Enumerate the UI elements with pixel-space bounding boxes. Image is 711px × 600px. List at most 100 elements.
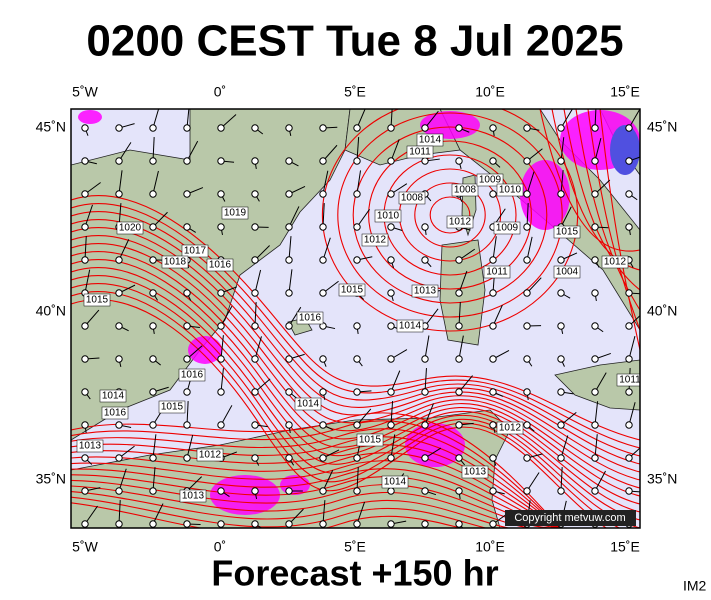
isobar	[539, 109, 640, 252]
barb-staff	[254, 336, 262, 360]
barb-station	[489, 454, 497, 462]
barb-station	[81, 157, 89, 165]
barb-station	[591, 124, 599, 132]
isobar	[71, 436, 561, 528]
barb-station	[455, 388, 463, 396]
lat-label: 40˚N	[647, 303, 677, 319]
barb-staff	[594, 470, 606, 492]
barb-station	[115, 355, 123, 363]
barb-station	[149, 388, 157, 396]
barb-station	[285, 223, 293, 231]
barb-station	[115, 256, 123, 264]
barb-station	[251, 289, 259, 297]
barb-station	[523, 157, 531, 165]
barb-staff	[220, 335, 224, 360]
barb-staff	[560, 137, 565, 162]
barb-staff	[594, 372, 607, 393]
barb-station	[115, 520, 123, 528]
copyright: Copyright metvuw.com	[514, 512, 625, 524]
barb-station	[489, 355, 497, 363]
barb-station	[251, 190, 259, 198]
barb-station	[217, 124, 225, 132]
barb-staff	[458, 270, 468, 294]
barb-staff	[322, 170, 329, 195]
barb-station	[625, 454, 633, 462]
isobar	[368, 140, 532, 290]
barb-station	[455, 322, 463, 330]
isobar-label-box	[76, 439, 104, 453]
barb-staff	[560, 435, 569, 459]
barb-station	[421, 355, 429, 363]
barb-station	[387, 388, 395, 396]
barb-station	[319, 421, 327, 429]
isobar-label-box	[338, 283, 366, 297]
barb-station	[183, 322, 191, 330]
barb-station	[217, 355, 225, 363]
barb-station	[149, 124, 157, 132]
barb-station	[523, 190, 531, 198]
isobar-label: 1014	[419, 135, 442, 146]
barb-station	[285, 520, 293, 528]
isobar-label: 1014	[297, 399, 320, 410]
barb-station	[81, 487, 89, 495]
barb-station	[251, 223, 259, 231]
barb-staff	[118, 468, 127, 492]
isobar	[71, 251, 640, 497]
barb-station	[387, 322, 395, 330]
barb-station	[353, 256, 361, 264]
isobar	[71, 259, 640, 505]
lon-label: 5˚W	[72, 84, 98, 100]
isobar-label: 1011	[409, 147, 431, 158]
barb-station	[183, 157, 191, 165]
barb-station	[251, 256, 259, 264]
barb-station	[251, 355, 259, 363]
barb-station	[557, 157, 565, 165]
barb-station	[455, 256, 463, 264]
isobar	[71, 211, 640, 457]
image-tag: IM2	[683, 578, 707, 594]
lon-label: 15˚E	[610, 539, 640, 555]
barb-station	[353, 223, 361, 231]
barb-staff	[628, 336, 636, 360]
barb-staff	[220, 405, 233, 426]
barb-station	[183, 388, 191, 396]
isobar	[71, 291, 621, 528]
barb-station	[455, 454, 463, 462]
lon-label: 10˚E	[475, 539, 505, 555]
isobar-label: 1017	[184, 246, 207, 257]
isobar-label: 1020	[119, 223, 142, 234]
barb-station	[251, 124, 259, 132]
barb-station	[285, 454, 293, 462]
lat-label: 35˚N	[36, 471, 66, 487]
barb-station	[217, 520, 225, 528]
barb-staff	[84, 204, 93, 228]
barb-station	[285, 421, 293, 429]
barb-station	[557, 322, 565, 330]
barb-station	[251, 520, 259, 528]
barb-staff	[118, 170, 123, 195]
barb-staff	[186, 140, 199, 162]
barb-station	[115, 487, 123, 495]
sicily	[554, 359, 640, 411]
barb-station	[625, 421, 633, 429]
isobar-label: 1014	[384, 477, 407, 488]
barb-station	[251, 487, 259, 495]
barb-staff	[594, 401, 599, 426]
barb-staff	[390, 434, 396, 459]
barb-station	[81, 322, 89, 330]
barb-station	[523, 322, 531, 330]
barb-station	[81, 124, 89, 132]
isobar-label-box	[99, 389, 127, 403]
isobar	[71, 468, 561, 528]
isobar-label-box	[116, 221, 144, 235]
lon-label: 0˚	[214, 539, 226, 555]
barb-station	[625, 157, 633, 165]
isobar-label-box	[461, 465, 489, 479]
isobar	[352, 126, 548, 304]
barb-station	[455, 520, 463, 528]
barb-station	[81, 520, 89, 528]
barb-station	[557, 355, 565, 363]
barb-staff	[390, 109, 393, 129]
isobar-label-box	[374, 209, 402, 223]
barb-station	[115, 454, 123, 462]
